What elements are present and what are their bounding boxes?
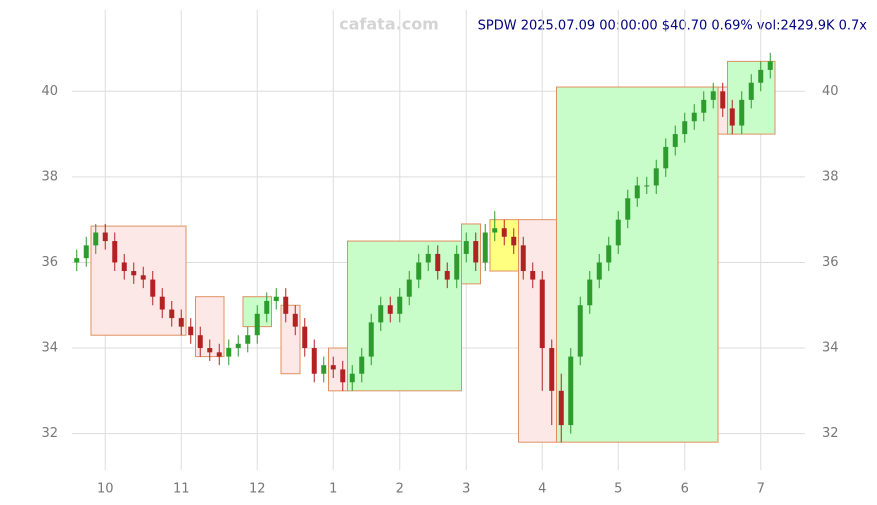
candle-body	[216, 352, 222, 357]
candle-body	[539, 279, 545, 349]
candle-body	[349, 373, 355, 383]
candle-body	[720, 91, 726, 109]
candle-body	[558, 390, 564, 426]
candle-body	[568, 356, 574, 426]
candle-body	[739, 99, 745, 126]
candle-body	[150, 279, 156, 297]
candle-body	[311, 348, 317, 374]
candle-body	[321, 365, 327, 374]
x-tick-label: 4	[538, 482, 546, 497]
candle-body	[748, 82, 754, 100]
x-tick-label: 6	[681, 482, 689, 497]
candle-body	[254, 313, 260, 336]
chart-title: SPDW 2025.07.09 00:00:00 $40.70 0.69% vo…	[478, 19, 868, 34]
candle-body	[140, 275, 146, 280]
x-tick-label: 10	[97, 482, 114, 497]
candle-body	[577, 305, 583, 357]
candle-body	[615, 219, 621, 246]
y-tick-label: 38	[41, 169, 58, 184]
candle-body	[691, 112, 697, 122]
candle-body	[596, 262, 602, 280]
candle-body	[625, 198, 631, 220]
candle-body	[710, 91, 716, 100]
candle-body	[473, 241, 479, 263]
candle-body	[93, 232, 99, 246]
candle-body	[492, 228, 498, 233]
candle-body	[644, 185, 650, 187]
candle-body	[169, 309, 175, 319]
candle-body	[672, 134, 678, 147]
candle-body	[264, 300, 270, 314]
y-tick-label: 32	[41, 426, 58, 441]
y-tick-label-right: 32	[822, 426, 839, 441]
x-tick-label: 2	[396, 482, 404, 497]
y-tick-label-right: 34	[822, 341, 839, 356]
candle-body	[292, 313, 298, 327]
x-tick-label: 3	[462, 482, 470, 497]
y-tick-label: 40	[41, 84, 58, 99]
candle-body	[112, 241, 118, 263]
zone	[347, 240, 462, 392]
x-tick-label: 5	[614, 482, 622, 497]
candle-body	[435, 253, 441, 272]
candle-body	[207, 348, 213, 353]
candle-body	[102, 232, 108, 242]
candle-body	[359, 356, 365, 374]
candle-body	[758, 69, 764, 83]
candle-body	[159, 296, 165, 310]
candle-body	[482, 232, 488, 263]
candle-body	[463, 241, 469, 254]
zone	[556, 86, 719, 443]
candle-body	[131, 271, 137, 276]
candle-body	[330, 365, 336, 370]
candle-body	[729, 108, 735, 126]
watermark: cafata.com	[339, 15, 439, 34]
x-tick-label: 11	[173, 482, 190, 497]
candle-body	[444, 271, 450, 280]
candle-body	[416, 262, 422, 280]
candle-body	[178, 318, 184, 327]
candle-body	[83, 245, 89, 259]
candle-body	[273, 296, 279, 301]
candle-body	[530, 271, 536, 280]
candle-body	[302, 326, 308, 349]
candle-body	[549, 348, 555, 391]
candle-body	[701, 99, 707, 113]
x-tick-label: 12	[249, 482, 266, 497]
candle-body	[520, 245, 526, 272]
candle-body	[653, 168, 659, 186]
candle-body	[226, 348, 232, 357]
candle-body	[197, 335, 203, 349]
candle-body	[425, 253, 431, 263]
candle-body	[235, 343, 241, 349]
candle-body	[397, 296, 403, 314]
candle-body	[501, 228, 507, 237]
candle-body	[606, 245, 612, 263]
y-tick-label-right: 38	[822, 169, 839, 184]
y-tick-label: 36	[41, 255, 58, 270]
candle-body	[634, 185, 640, 199]
candle-body	[74, 258, 80, 263]
candle-body	[511, 236, 517, 246]
candle-body	[121, 262, 127, 272]
candle-body	[767, 61, 773, 70]
candle-body	[663, 146, 669, 169]
candle-body	[368, 322, 374, 357]
x-tick-label: 1	[329, 482, 337, 497]
candle-body	[188, 326, 194, 336]
candle-body	[387, 305, 393, 314]
y-tick-label-right: 40	[822, 84, 839, 99]
candle-body	[378, 305, 384, 323]
candle-body	[406, 279, 412, 297]
candle-body	[283, 296, 289, 314]
candle-body	[340, 369, 346, 383]
y-tick-label-right: 36	[822, 255, 839, 270]
y-tick-label: 34	[41, 341, 58, 356]
x-tick-label: 7	[757, 482, 765, 497]
candle-body	[245, 335, 251, 344]
candle-body	[454, 253, 460, 280]
candle-body	[587, 279, 593, 306]
candle-body	[682, 121, 688, 135]
